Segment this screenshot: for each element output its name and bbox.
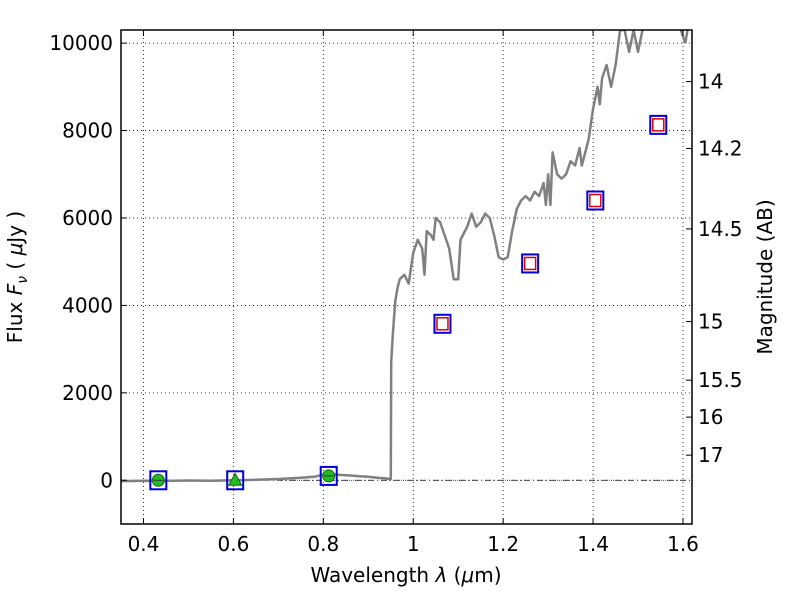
x-tick-label: 0.4	[128, 532, 160, 556]
observed-flux-box	[149, 470, 168, 491]
x-axis-label-open: (	[447, 563, 461, 587]
x-tick-label: 0.6	[217, 532, 249, 556]
x-tick-label: 1	[407, 532, 420, 556]
y-axis-label-nu: ν	[15, 276, 31, 284]
x-tick-label: 1.4	[577, 532, 609, 556]
model-spectrum-group	[121, 30, 689, 483]
observed-flux-box	[433, 313, 452, 334]
y-tick-label: 4000	[62, 293, 113, 317]
y-tick-label: 8000	[62, 119, 113, 143]
x-axis-label: Wavelength λ (μm)	[310, 563, 501, 587]
y2-tick-label: 15	[698, 310, 723, 334]
y-tick-label: 10000	[49, 31, 113, 55]
y-tick-label: 2000	[62, 381, 113, 405]
x-axis-label-lambda: λ	[434, 563, 447, 587]
observed-flux-box	[649, 114, 668, 135]
y2-tick-label: 14.5	[698, 217, 743, 241]
y-axis-label: Flux Fν ( μJy )	[3, 211, 31, 343]
model-spectrum-line	[121, 30, 645, 483]
x-axis-label-unit: m)	[474, 563, 501, 587]
model-flux-square	[523, 256, 537, 271]
y-tick-label: 6000	[62, 206, 113, 230]
y-axis-label-open: (	[3, 255, 27, 276]
x-axis-ticks: 0.4 0.6 0.8 1 1.2 1.4 1.6	[128, 30, 699, 556]
x-tick-label: 0.8	[307, 532, 339, 556]
plot-frame	[120, 29, 693, 525]
model-flux-square	[436, 317, 449, 331]
y-axis-label-unit: Jy )	[3, 211, 27, 245]
y-tick-label: 0	[100, 468, 113, 492]
y-axis-label-text: Flux	[3, 295, 27, 343]
model-flux-square	[652, 118, 665, 132]
y-axis-label-F: F	[3, 283, 27, 295]
model-spectrum-line-segment	[679, 30, 689, 44]
observed-flux-box	[226, 470, 245, 491]
x-axis-label-mu: μ	[460, 563, 474, 587]
x-axis-label-text: Wavelength	[310, 563, 435, 587]
y2-tick-label: 15.5	[698, 368, 743, 392]
observed-flux-box	[586, 190, 605, 211]
y2-tick-label: 14	[698, 70, 723, 94]
y2-axis-label: Magnitude (AB)	[753, 199, 777, 354]
observed-flux-box	[319, 465, 338, 486]
x-tick-label: 1.6	[667, 532, 699, 556]
y2-axis-ticks: 14 14.2 14.5 15 15.5 16 17	[686, 70, 743, 467]
x-tick-label: 1.2	[487, 532, 519, 556]
y2-tick-label: 16	[698, 405, 723, 429]
model-flux-square	[589, 193, 602, 208]
y-axis-label-mu: μ	[3, 243, 27, 257]
y-axis-ticks: 0 2000 4000 6000 8000 10000	[49, 31, 127, 492]
y2-tick-label: 17	[698, 443, 723, 467]
plot-area-content	[121, 30, 689, 491]
green-triangle-marker	[227, 472, 243, 486]
marker-group	[149, 114, 668, 491]
y2-tick-label: 14.2	[698, 136, 743, 160]
observed-flux-box	[521, 253, 540, 274]
